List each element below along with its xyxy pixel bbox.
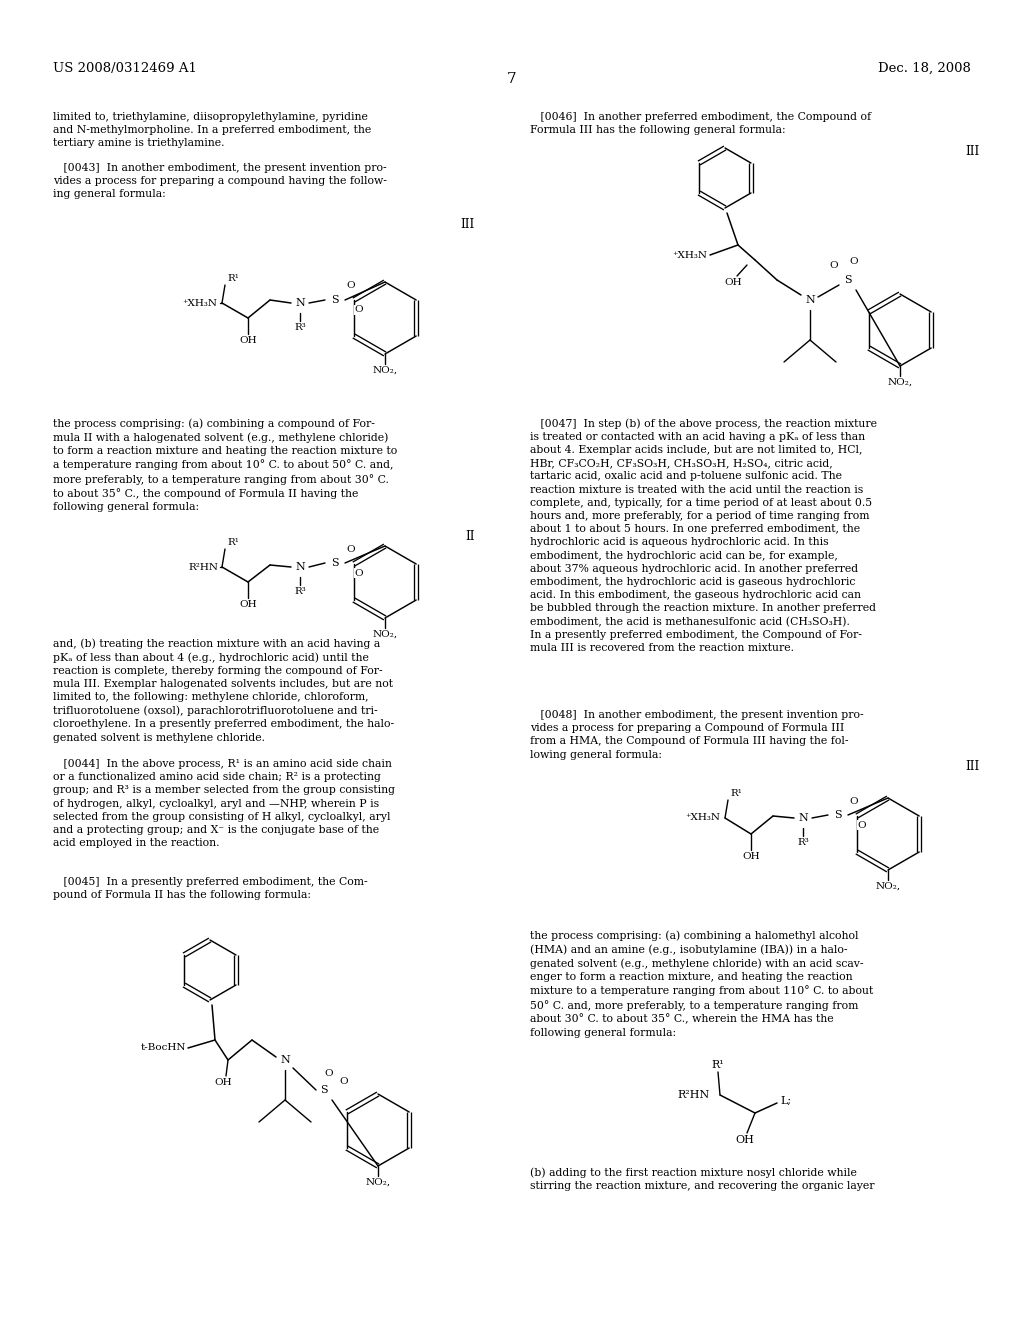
Text: R¹: R¹ (730, 789, 741, 799)
Text: N: N (295, 298, 305, 308)
Text: L;: L; (780, 1096, 792, 1106)
Text: N: N (798, 813, 808, 822)
Text: OH: OH (240, 337, 257, 345)
Text: O: O (354, 305, 364, 314)
Text: R²HN: R²HN (678, 1090, 710, 1100)
Text: N: N (805, 294, 815, 305)
Text: [0043]  In another embodiment, the present invention pro-
vides a process for pr: [0043] In another embodiment, the presen… (53, 162, 387, 199)
Text: the process comprising: (a) combining a compound of For-
mula II with a halogena: the process comprising: (a) combining a … (53, 418, 397, 512)
Text: ⁺XH₃N: ⁺XH₃N (182, 298, 217, 308)
Text: R³: R³ (294, 323, 306, 333)
Text: O: O (340, 1077, 348, 1086)
Text: R¹: R¹ (227, 539, 239, 546)
Text: t-BocHN: t-BocHN (140, 1044, 186, 1052)
Text: R¹: R¹ (712, 1060, 724, 1071)
Text: [0046]  In another preferred embodiment, the Compound of
Formula III has the fol: [0046] In another preferred embodiment, … (530, 112, 871, 135)
Text: ⁺XH₃N: ⁺XH₃N (685, 813, 720, 822)
Text: 7: 7 (507, 73, 517, 86)
Text: OH: OH (742, 851, 760, 861)
Text: R²HN: R²HN (188, 562, 218, 572)
Text: O: O (829, 261, 839, 271)
Text: III: III (966, 760, 980, 774)
Text: O: O (347, 544, 355, 553)
Text: O: O (325, 1069, 334, 1078)
Text: S: S (331, 294, 339, 305)
Text: O: O (850, 257, 858, 267)
Text: [0045]  In a presently preferred embodiment, the Com-
pound of Formula II has th: [0045] In a presently preferred embodime… (53, 876, 368, 900)
Text: NO₂,: NO₂, (876, 882, 900, 891)
Text: [0048]  In another embodiment, the present invention pro-
vides a process for pr: [0048] In another embodiment, the presen… (530, 710, 863, 759)
Text: N: N (295, 562, 305, 572)
Text: [0047]  In step (b) of the above process, the reaction mixture
is treated or con: [0047] In step (b) of the above process,… (530, 418, 877, 653)
Text: NO₂,: NO₂, (373, 630, 397, 639)
Text: the process comprising: (a) combining a halomethyl alcohol
(HMA) and an amine (e: the process comprising: (a) combining a … (530, 931, 873, 1038)
Text: NO₂,: NO₂, (888, 378, 912, 387)
Text: NO₂,: NO₂, (366, 1177, 390, 1187)
Text: N: N (281, 1055, 290, 1065)
Text: NO₂,: NO₂, (373, 366, 397, 375)
Text: II: II (466, 531, 475, 543)
Text: OH: OH (214, 1078, 231, 1086)
Text: III: III (966, 145, 980, 158)
Text: OH: OH (724, 279, 741, 286)
Text: R³: R³ (797, 838, 809, 847)
Text: O: O (347, 281, 355, 290)
Text: O: O (354, 569, 364, 578)
Text: OH: OH (735, 1135, 755, 1144)
Text: S: S (331, 558, 339, 568)
Text: and, (b) treating the reaction mixture with an acid having a
pKₐ of less than ab: and, (b) treating the reaction mixture w… (53, 638, 394, 743)
Text: limited to, triethylamine, diisopropylethylamine, pyridine
and N-methylmorpholin: limited to, triethylamine, diisopropylet… (53, 112, 372, 148)
Text: S: S (321, 1085, 328, 1096)
Text: III: III (461, 218, 475, 231)
Text: [0044]  In the above process, R¹ is an amino acid side chain
or a functionalized: [0044] In the above process, R¹ is an am… (53, 759, 395, 849)
Text: OH: OH (240, 601, 257, 609)
Text: Dec. 18, 2008: Dec. 18, 2008 (879, 62, 971, 75)
Text: O: O (850, 796, 858, 805)
Text: US 2008/0312469 A1: US 2008/0312469 A1 (53, 62, 197, 75)
Text: S: S (844, 275, 852, 285)
Text: R¹: R¹ (227, 275, 239, 282)
Text: ⁺XH₃N: ⁺XH₃N (672, 251, 707, 260)
Text: S: S (835, 810, 842, 820)
Text: R³: R³ (294, 587, 306, 597)
Text: O: O (858, 821, 866, 829)
Text: (b) adding to the first reaction mixture nosyl chloride while
stirring the react: (b) adding to the first reaction mixture… (530, 1167, 874, 1191)
